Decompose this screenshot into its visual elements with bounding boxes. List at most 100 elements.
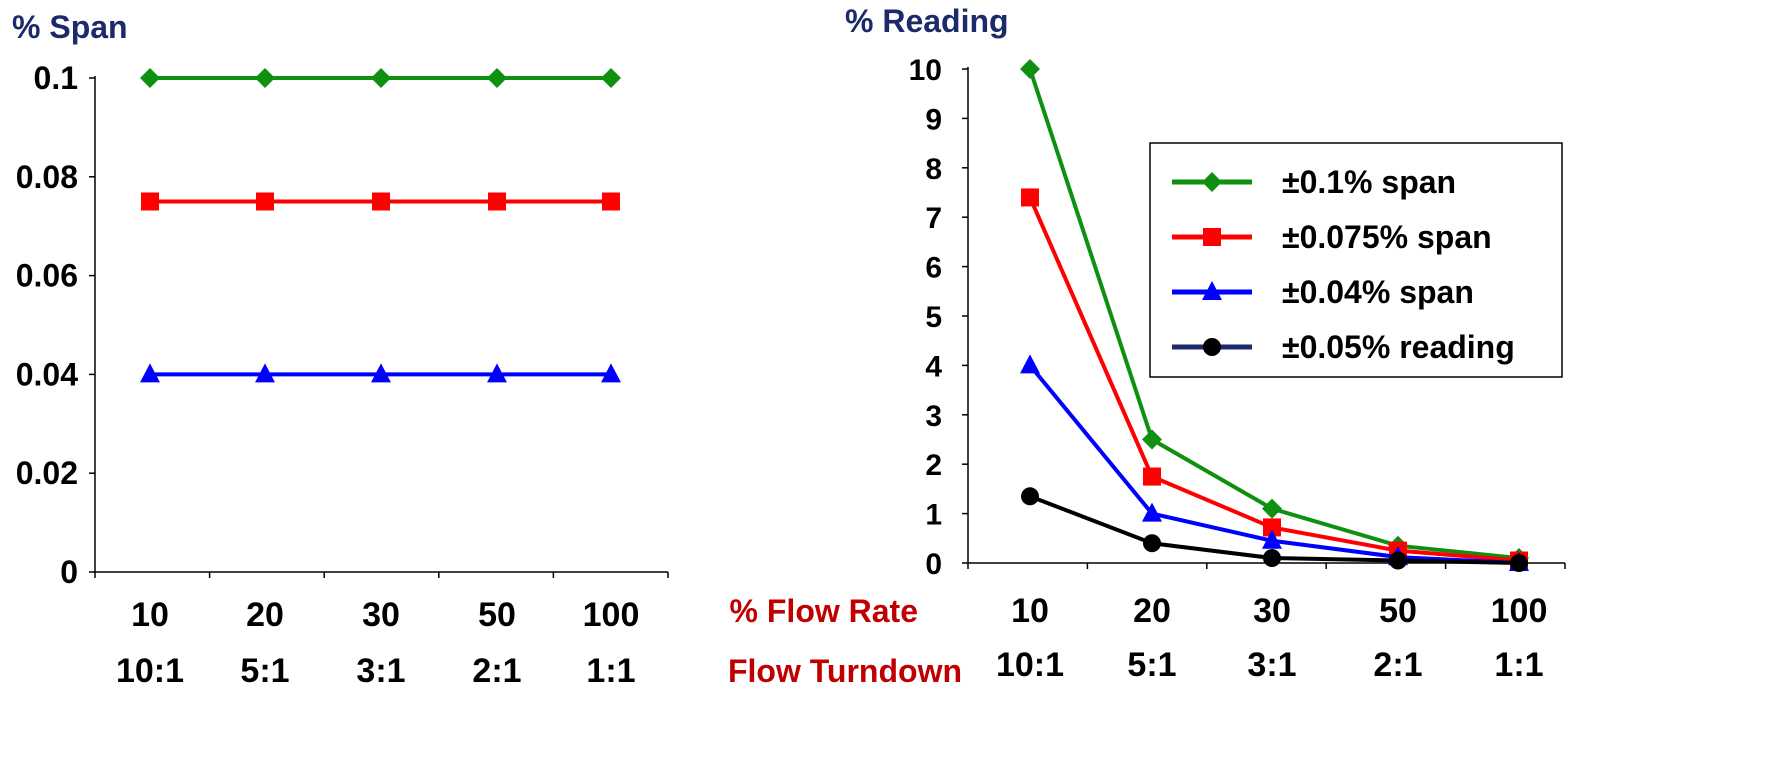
triangle-marker bbox=[371, 363, 391, 383]
data-point bbox=[256, 192, 274, 211]
y-tick-label: 6 bbox=[925, 252, 942, 285]
data-point bbox=[1510, 554, 1528, 572]
legend-label: ±0.1% span bbox=[1282, 164, 1456, 200]
data-point bbox=[1263, 518, 1281, 537]
chart-1: % Span 0 0.02 0.04 0.06 0.08 0.1 10 10:1 20 5:1 30 3… bbox=[12, 9, 669, 690]
data-point bbox=[601, 363, 621, 383]
square-marker bbox=[1143, 467, 1161, 486]
data-point bbox=[601, 68, 621, 88]
data-point bbox=[1142, 502, 1162, 522]
triangle-marker bbox=[255, 363, 275, 383]
y-tick-label: 0.04 bbox=[16, 356, 78, 392]
circle-marker bbox=[1263, 549, 1281, 568]
triangle-marker bbox=[1262, 529, 1282, 549]
y-axis-title: % Reading bbox=[845, 3, 1009, 39]
legend-label: ±0.05% reading bbox=[1282, 329, 1515, 365]
y-tick-label: 0.1 bbox=[34, 60, 78, 96]
square-marker bbox=[1021, 188, 1039, 207]
series-circle bbox=[1021, 487, 1528, 572]
square-marker bbox=[256, 192, 274, 211]
data-point bbox=[372, 192, 390, 211]
y-tick-label: 0 bbox=[925, 548, 942, 581]
legend-label: ±0.075% span bbox=[1282, 219, 1492, 255]
x-tick-label: 50 bbox=[478, 596, 516, 634]
data-point bbox=[255, 363, 275, 383]
circle-marker bbox=[1021, 487, 1039, 506]
data-point bbox=[255, 68, 275, 88]
chart-2: % Reading 0 1 2 3 4 5 6 7 8 9 10 10 10:1 20 5:1 30 3:1 50 2… bbox=[845, 3, 1566, 684]
turndown-label: 3:1 bbox=[1247, 646, 1296, 684]
data-point bbox=[487, 363, 507, 383]
y-tick-label: 0 bbox=[60, 554, 78, 590]
data-point bbox=[1020, 59, 1040, 79]
y-tick-label: 4 bbox=[925, 350, 942, 383]
diamond-marker bbox=[140, 68, 160, 88]
y-tick-label: 8 bbox=[925, 153, 942, 186]
x-tick-label: 100 bbox=[1491, 592, 1548, 630]
turndown-label: 10:1 bbox=[996, 646, 1064, 684]
turndown-label: 2:1 bbox=[1373, 646, 1422, 684]
series-square bbox=[141, 192, 620, 211]
y-tick-label: 0.08 bbox=[16, 159, 78, 195]
legend-label: ±0.04% span bbox=[1282, 274, 1474, 310]
x-tick-label: 10 bbox=[1011, 592, 1049, 630]
y-tick-label: 10 bbox=[909, 54, 942, 87]
diamond-marker bbox=[1202, 172, 1222, 192]
data-point bbox=[1021, 487, 1039, 506]
data-point bbox=[1263, 549, 1281, 568]
data-point bbox=[141, 192, 159, 211]
series-diamond bbox=[140, 68, 621, 88]
data-point bbox=[1021, 188, 1039, 207]
triangle-marker bbox=[140, 363, 160, 383]
data-point bbox=[1389, 551, 1407, 570]
square-marker bbox=[1203, 228, 1221, 246]
x-tick-label: 50 bbox=[1379, 592, 1417, 630]
x-axis-title-turndown: Flow Turndown bbox=[728, 653, 962, 689]
turndown-label: 1:1 bbox=[1494, 646, 1543, 684]
y-tick-label: 0.02 bbox=[16, 455, 78, 491]
y-tick-label: 5 bbox=[925, 301, 942, 334]
turndown-label: 10:1 bbox=[116, 652, 184, 690]
data-point bbox=[1143, 467, 1161, 486]
y-tick-label: 7 bbox=[925, 202, 942, 235]
data-point bbox=[371, 68, 391, 88]
data-point bbox=[488, 192, 506, 211]
legend-item: ±0.05% reading bbox=[1172, 329, 1515, 365]
y-tick-label: 9 bbox=[925, 103, 942, 136]
circle-marker bbox=[1389, 551, 1407, 570]
x-tick-label: 10 bbox=[131, 596, 169, 634]
diamond-marker bbox=[1020, 59, 1040, 79]
data-point bbox=[140, 363, 160, 383]
triangle-marker bbox=[601, 363, 621, 383]
data-point bbox=[1143, 534, 1161, 553]
square-marker bbox=[1263, 518, 1281, 537]
triangle-marker bbox=[1020, 354, 1040, 374]
turndown-label: 5:1 bbox=[240, 652, 289, 690]
turndown-label: 3:1 bbox=[356, 652, 405, 690]
turndown-label: 2:1 bbox=[472, 652, 521, 690]
y-axis-title: % Span bbox=[12, 9, 128, 45]
circle-marker bbox=[1203, 338, 1221, 356]
legend-marker bbox=[1203, 228, 1221, 246]
square-marker bbox=[602, 192, 620, 211]
x-tick-label: 100 bbox=[583, 596, 640, 634]
diamond-marker bbox=[487, 68, 507, 88]
data-point bbox=[140, 68, 160, 88]
data-point bbox=[1262, 529, 1282, 549]
square-marker bbox=[488, 192, 506, 211]
x-tick-label: 20 bbox=[246, 596, 284, 634]
triangle-marker bbox=[487, 363, 507, 383]
y-tick-label: 3 bbox=[925, 400, 942, 433]
legend: ±0.1% span ±0.075% span ±0.04% span ±0.05% … bbox=[1149, 142, 1563, 378]
circle-marker bbox=[1143, 534, 1161, 553]
y-tick-label: 1 bbox=[925, 499, 942, 532]
legend-item: ±0.1% span bbox=[1172, 164, 1456, 200]
legend-item: ±0.04% span bbox=[1172, 274, 1474, 310]
x-tick-label: 30 bbox=[362, 596, 400, 634]
diamond-marker bbox=[255, 68, 275, 88]
circle-marker bbox=[1510, 554, 1528, 572]
triangle-marker bbox=[1142, 502, 1162, 522]
legend-marker bbox=[1202, 172, 1222, 192]
series-triangle bbox=[140, 363, 621, 383]
